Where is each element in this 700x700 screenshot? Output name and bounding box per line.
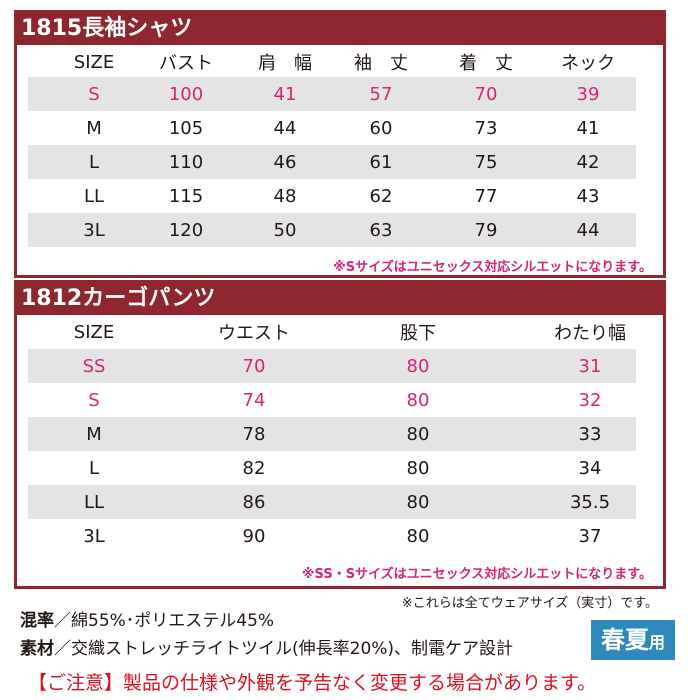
cell-sleeve: 63 [369,219,393,241]
cell-size: 3L [83,219,105,241]
cell-neck: 44 [576,219,600,241]
cell-thigh: 33 [578,423,602,445]
cell-length: 75 [474,151,498,173]
cell-inseam: 80 [406,423,430,445]
cell-inseam: 80 [406,355,430,377]
cell-neck: 43 [576,185,600,207]
col-header-thigh: わたり幅 [554,323,626,344]
col-header-shoulder: 肩 幅 [258,53,312,74]
cell-size: LL [83,491,105,513]
cell-thigh: 37 [578,525,602,547]
cell-sleeve: 61 [369,151,393,173]
table-header-row: SIZE ウエスト 股下 わたり幅 [28,315,636,349]
col-header-size: SIZE [73,51,115,73]
table-row: SS 70 80 31 [28,349,636,383]
table-row: L 110 46 61 75 42 [28,145,636,179]
cell-bust: 110 [168,151,204,173]
cell-size: S [88,83,100,105]
cell-sleeve: 57 [369,83,393,105]
cell-bust: 100 [168,83,204,105]
pants-unisex-note: ※SS・Sサイズはユニセックス対応シルエットになります。 [301,567,652,582]
cell-size: L [88,457,100,479]
cell-thigh: 31 [578,355,602,377]
cell-thigh: 35.5 [569,491,611,513]
col-header-bust: バスト [159,53,213,74]
season-badge: 春夏用 [591,620,675,660]
table-row: 3L 90 80 37 [28,519,636,553]
cell-inseam: 80 [406,525,430,547]
cell-shoulder: 41 [273,83,297,105]
col-header-sleeve: 袖 丈 [354,53,408,74]
blend-label: 混率 [20,611,54,631]
col-header-waist: ウエスト [218,323,290,344]
cell-shoulder: 44 [273,117,297,139]
blend-spec: 混率／綿55%･ポリエステル45% [20,606,274,631]
cell-size: LL [83,185,105,207]
cell-size: SS [82,355,106,377]
cell-waist: 82 [242,457,266,479]
blend-value: ／綿55%･ポリエステル45% [54,611,275,631]
cell-neck: 41 [576,117,600,139]
table-row: M 105 44 60 73 41 [28,111,636,145]
col-header-length: 着 丈 [459,53,513,74]
cell-waist: 70 [242,355,266,377]
cell-waist: 86 [242,491,266,513]
cell-neck: 39 [576,83,600,105]
cell-bust: 105 [168,117,204,139]
table-row: S 100 41 57 70 39 [28,77,636,111]
cell-size: L [88,151,100,173]
cell-shoulder: 46 [273,151,297,173]
shirt-unisex-note: ※Sサイズはユニセックス対応シルエットになります。 [333,260,652,275]
cell-shoulder: 48 [273,185,297,207]
cell-size: M [86,423,102,445]
cell-waist: 74 [242,389,266,411]
material-label: 素材 [20,639,54,659]
cell-sleeve: 62 [369,185,393,207]
caution-notice: 【ご注意】製品の仕様や外観を予告なく変更する場合があります。 [28,672,597,694]
cell-waist: 78 [242,423,266,445]
cell-inseam: 80 [406,457,430,479]
cell-neck: 42 [576,151,600,173]
table-row: L 82 80 34 [28,451,636,485]
shirt-title: 1815長袖シャツ [17,13,663,45]
size-note: ※これらは全てウェアサイズ（実寸）です。 [401,596,658,611]
cell-length: 70 [474,83,498,105]
cell-length: 73 [474,117,498,139]
cell-bust: 115 [168,185,204,207]
cell-shoulder: 50 [273,219,297,241]
season-badge-suffix: 用 [648,633,665,652]
cell-thigh: 32 [578,389,602,411]
cell-bust: 120 [168,219,204,241]
table-row: M 78 80 33 [28,417,636,451]
cell-length: 79 [474,219,498,241]
table-row: LL 86 80 35.5 [28,485,636,519]
table-row: LL 115 48 62 77 43 [28,179,636,213]
col-header-size: SIZE [73,321,115,343]
cell-length: 77 [474,185,498,207]
material-value: ／交織ストレッチライトツイル(伸長率20%)、制電ケア設計 [54,639,514,659]
season-badge-main: 春夏 [600,626,649,654]
cell-inseam: 80 [406,389,430,411]
cell-size: S [88,389,100,411]
cell-waist: 90 [242,525,266,547]
cell-inseam: 80 [406,491,430,513]
cell-size: 3L [83,525,105,547]
material-spec: 素材／交織ストレッチライトツイル(伸長率20%)、制電ケア設計 [20,634,513,659]
cell-size: M [86,117,102,139]
table-row: S 74 80 32 [28,383,636,417]
col-header-neck: ネック [561,53,615,74]
cell-thigh: 34 [578,457,602,479]
col-header-inseam: 股下 [400,323,436,344]
cell-sleeve: 60 [369,117,393,139]
table-row: 3L 120 50 63 79 44 [28,213,636,247]
pants-title: 1812カーゴパンツ [17,283,663,315]
table-header-row: SIZE バスト 肩 幅 袖 丈 着 丈 ネック [28,45,636,79]
